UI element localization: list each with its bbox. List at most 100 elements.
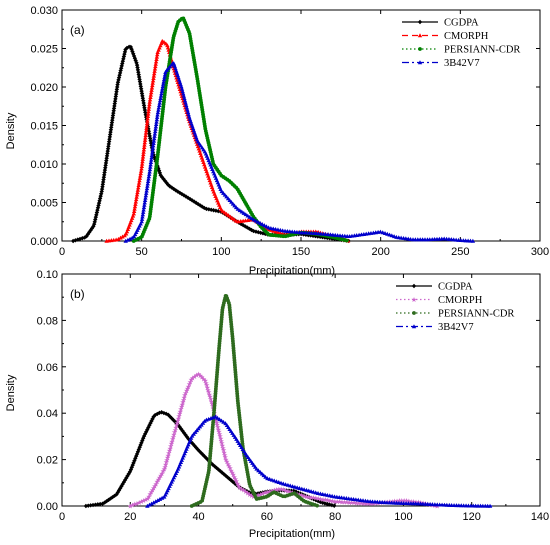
series-marker: ★ — [164, 456, 170, 464]
y-tick-label: 0.025 — [30, 44, 58, 56]
series-marker: ★ — [187, 378, 193, 386]
series-marker — [152, 136, 157, 141]
series-marker — [145, 179, 151, 184]
series-marker — [145, 116, 150, 121]
series-marker — [106, 139, 112, 144]
series-marker: ★ — [173, 424, 179, 432]
series-marker — [140, 212, 146, 217]
y-tick-label: 0.02 — [37, 455, 58, 467]
series-marker — [181, 453, 186, 458]
series-marker — [119, 63, 124, 69]
series-marker — [210, 462, 216, 468]
series-marker — [143, 135, 148, 140]
series-marker — [142, 200, 147, 205]
series-marker — [251, 228, 256, 234]
series-marker — [282, 488, 287, 493]
series-marker — [120, 61, 125, 66]
series-marker — [131, 234, 137, 239]
panel-b-y-axis-title: Density — [5, 374, 17, 411]
panel-b: (b) Precipitation(mm) Density 0 20 40 60 80 1… — [5, 269, 549, 540]
series-marker — [145, 181, 150, 186]
series-marker — [140, 156, 145, 161]
series-marker — [149, 90, 154, 95]
series-marker — [284, 488, 289, 493]
series-marker — [198, 203, 203, 208]
series-marker — [332, 503, 337, 508]
series-marker: ★ — [344, 499, 350, 507]
series-marker: ★ — [200, 375, 206, 383]
series-marker — [150, 83, 155, 88]
series-marker — [122, 51, 127, 57]
series-marker — [149, 143, 154, 148]
series-marker: ★ — [197, 372, 203, 380]
series-marker: ★ — [218, 437, 224, 445]
series-marker — [111, 110, 116, 116]
series-marker: ★ — [168, 440, 174, 448]
series-marker: ★ — [145, 495, 151, 503]
series-marker — [160, 86, 165, 91]
series-marker: ★ — [299, 492, 305, 500]
series-marker: ★ — [191, 373, 197, 381]
series-marker: ★ — [162, 463, 168, 471]
series-marker — [159, 495, 165, 500]
series-marker: ★ — [336, 498, 342, 506]
series-marker — [114, 87, 120, 92]
series-marker — [279, 488, 285, 493]
series-marker — [150, 150, 155, 155]
series-marker — [154, 114, 160, 119]
series-marker — [137, 77, 142, 82]
series-marker — [152, 412, 158, 418]
series-marker — [157, 496, 163, 501]
series-marker — [183, 100, 188, 105]
series-marker: ★ — [148, 489, 154, 497]
series-marker — [156, 47, 161, 52]
series-marker — [105, 151, 110, 156]
series-marker: ★ — [353, 499, 359, 507]
series-marker: ★ — [356, 499, 362, 507]
series-marker — [149, 87, 154, 92]
legend-marker — [417, 19, 423, 25]
series-marker: ★ — [329, 497, 335, 505]
series-marker: ★ — [365, 500, 371, 508]
x-tick-label: 0 — [59, 511, 65, 523]
series-marker: ★ — [185, 383, 191, 391]
series-marker — [159, 88, 165, 93]
series-marker — [136, 74, 142, 80]
series-marker: ★ — [146, 493, 152, 501]
series-marker: ★ — [235, 482, 241, 490]
series-marker: ★ — [396, 497, 402, 505]
series-marker — [160, 84, 165, 89]
series-marker: ★ — [287, 488, 293, 496]
series-marker — [133, 201, 138, 206]
series-marker: ★ — [283, 487, 289, 495]
series-marker: ★ — [240, 487, 246, 495]
y-tick-label: 0.06 — [37, 362, 58, 374]
series-marker: ★ — [152, 482, 158, 490]
series-marker — [132, 206, 137, 211]
series-marker — [144, 128, 149, 133]
series-marker — [115, 80, 121, 85]
series-marker — [132, 56, 138, 61]
series-marker — [166, 47, 171, 52]
series-marker — [218, 209, 223, 214]
series-marker — [70, 238, 76, 244]
series-marker: ★ — [134, 500, 140, 508]
series-marker: ★ — [206, 389, 212, 397]
series-marker: ★ — [175, 415, 181, 423]
series-marker — [161, 81, 166, 86]
series-marker: ★ — [262, 489, 268, 497]
series-marker — [165, 43, 170, 48]
series-marker: ★ — [156, 474, 162, 482]
series-marker — [82, 235, 87, 240]
series-marker — [165, 182, 171, 187]
series-marker — [137, 178, 142, 183]
series-marker: ★ — [204, 384, 210, 392]
series-marker: ★ — [358, 500, 364, 508]
series-marker — [151, 143, 156, 148]
series-marker — [109, 122, 114, 128]
legend: CGDPA CMORPH PERSIANN-CDR 3B42V7 — [402, 18, 520, 69]
series-marker: ★ — [202, 377, 208, 385]
series-marker — [151, 73, 157, 78]
series-marker: ★ — [169, 438, 175, 446]
series-marker: ★ — [166, 449, 172, 457]
